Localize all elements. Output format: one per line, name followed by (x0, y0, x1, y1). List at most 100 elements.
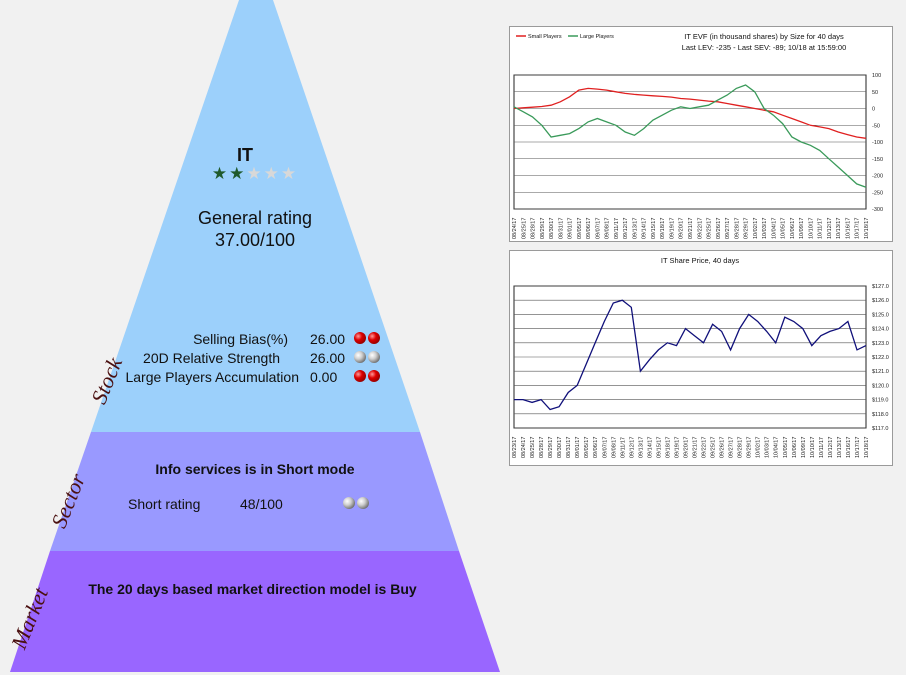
x-tick-label: 09/18/17 (660, 218, 666, 239)
market-headline: The 20 days based market direction model… (88, 581, 417, 597)
rating-stars: ★★★★★ (190, 164, 320, 184)
series-line (513, 84, 867, 188)
x-tick-label: 08/28/17 (531, 218, 537, 239)
chart-title: IT EVF (in thousand shares) by Size for … (684, 32, 844, 41)
x-tick-label: 09/28/17 (738, 437, 744, 458)
x-tick-label: 08/24/17 (521, 437, 527, 458)
legend-label: Small Players (528, 34, 562, 40)
x-tick-label: 09/19/17 (674, 437, 680, 458)
x-tick-label: 09/14/17 (647, 437, 653, 458)
y-tick-label: 50 (872, 90, 878, 96)
x-tick-label: 08/30/17 (557, 437, 563, 458)
x-tick-label: 10/09/17 (801, 437, 807, 458)
x-tick-label: 09/22/17 (702, 437, 708, 458)
x-tick-label: 09/29/17 (744, 218, 750, 239)
filled-star-icon: ★ (229, 164, 247, 183)
sector-headline: Info services is in Short mode (155, 461, 355, 477)
x-tick-label: 09/15/17 (651, 218, 657, 239)
y-tick-label: $117.0 (872, 426, 888, 432)
series-line (514, 299, 867, 411)
x-tick-label: 09/26/17 (720, 437, 726, 458)
y-tick-label: $126.0 (872, 298, 889, 304)
x-tick-label: 08/24/17 (512, 218, 518, 239)
red-indicator-icon (368, 332, 380, 345)
x-tick-label: 09/05/17 (577, 218, 583, 239)
y-tick-label: $127.0 (872, 284, 889, 290)
x-tick-label: 08/23/17 (512, 437, 518, 458)
x-tick-label: 10/06/17 (792, 437, 798, 458)
x-tick-label: 09/07/17 (602, 437, 608, 458)
x-tick-label: 09/21/17 (693, 437, 699, 458)
stock-metric-indicators (352, 329, 380, 345)
stock-metric-name: Large Players Accumulation (125, 369, 299, 385)
x-tick-label: 09/06/17 (593, 437, 599, 458)
grey-indicator-icon (354, 351, 366, 364)
y-tick-label: -200 (872, 174, 883, 180)
x-tick-label: 10/06/17 (790, 218, 796, 239)
short-rating-label: Short rating (128, 496, 201, 512)
y-tick-label: $123.0 (872, 341, 889, 347)
x-tick-label: 09/08/17 (605, 218, 611, 239)
grey-indicator-icon (368, 351, 380, 364)
x-tick-label: 08/30/17 (549, 218, 555, 239)
y-tick-label: $125.0 (872, 312, 889, 318)
stock-metric-indicators (352, 348, 380, 364)
empty-star-icon: ★ (280, 164, 299, 183)
short-rating-value: 48/100 (240, 496, 283, 512)
x-tick-label: 08/31/17 (566, 437, 572, 458)
stock-metric-name: 20D Relative Strength (143, 350, 280, 366)
general-rating-value: 37.00/100 (214, 230, 296, 250)
y-tick-label: $124.0 (872, 327, 889, 333)
stock-metric-value: 0.00 (310, 369, 338, 385)
x-tick-label: 10/05/17 (783, 437, 789, 458)
x-tick-label: 10/03/17 (762, 218, 768, 239)
short-rating-indicators (341, 494, 369, 510)
chart-title: IT Share Price, 40 days (661, 256, 739, 265)
y-tick-label: $121.0 (872, 369, 889, 375)
x-tick-label: 10/16/17 (846, 437, 852, 458)
x-tick-label: 10/18/17 (864, 437, 870, 458)
y-tick-label: $122.0 (872, 355, 889, 361)
x-tick-label: 09/14/17 (642, 218, 648, 239)
red-indicator-icon (354, 332, 366, 345)
x-tick-label: 09/27/17 (725, 218, 731, 239)
stock-metric-name: Selling Bias(%) (193, 331, 288, 347)
x-tick-label: 09/21/17 (688, 218, 694, 239)
x-tick-label: 09/12/17 (629, 437, 635, 458)
stock-metric-indicators (352, 367, 380, 383)
x-tick-label: 08/31/17 (558, 218, 564, 239)
y-tick-label: 100 (872, 73, 881, 79)
x-tick-label: 09/18/17 (665, 437, 671, 458)
x-tick-label: 08/29/17 (540, 218, 546, 239)
x-tick-label: 09/05/17 (584, 437, 590, 458)
x-tick-label: 10/11/17 (819, 437, 825, 458)
x-tick-label: 10/13/17 (836, 218, 842, 239)
x-tick-label: 09/22/17 (697, 218, 703, 239)
x-tick-label: 09/01/17 (575, 437, 581, 458)
series-line (513, 87, 867, 139)
y-tick-label: $118.0 (872, 412, 888, 418)
x-tick-label: 09/28/17 (734, 218, 740, 239)
x-tick-label: 09/06/17 (586, 218, 592, 239)
x-tick-label: 09/13/17 (638, 437, 644, 458)
y-tick-label: 0 (872, 107, 875, 113)
chart-subtitle: Last LEV: -235 - Last SEV: -89; 10/18 at… (682, 43, 847, 52)
red-indicator-icon (368, 370, 380, 383)
share-price-chart: $127.0 $126.0 $125.0 $124.0 $123.0 $122.0 $121… (509, 250, 893, 466)
y-tick-label: -100 (872, 140, 883, 146)
rating-pyramid (10, 0, 500, 672)
x-tick-label: 09/29/17 (747, 437, 753, 458)
x-tick-label: 10/12/17 (827, 218, 833, 239)
x-tick-label: 10/04/17 (774, 437, 780, 458)
y-tick-label: -150 (872, 157, 883, 163)
x-tick-label: 09/13/17 (632, 218, 638, 239)
x-tick-label: 10/12/17 (828, 437, 834, 458)
ticker-symbol: IT (237, 145, 253, 165)
y-tick-label: $119.0 (872, 398, 888, 404)
stock-metric-value: 26.00 (310, 350, 346, 366)
x-tick-label: 10/16/17 (845, 218, 851, 239)
x-tick-label: 09/01/17 (568, 218, 574, 239)
x-tick-label: 08/29/17 (548, 437, 554, 458)
grey-indicator-icon (357, 497, 369, 510)
